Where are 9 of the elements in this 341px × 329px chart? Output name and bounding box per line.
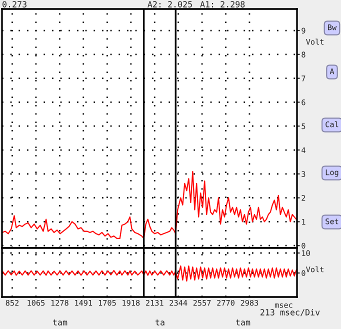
line-series [2,170,297,239]
text: A1: 2.298 [200,1,245,8]
text: 0.273 [2,1,26,8]
text: 213 msec/Div [260,308,320,316]
text: tam [53,319,68,326]
text: tam [236,319,250,326]
text: ta [156,319,164,326]
text: A2: 2.025 [148,1,192,8]
line-series [2,265,297,282]
